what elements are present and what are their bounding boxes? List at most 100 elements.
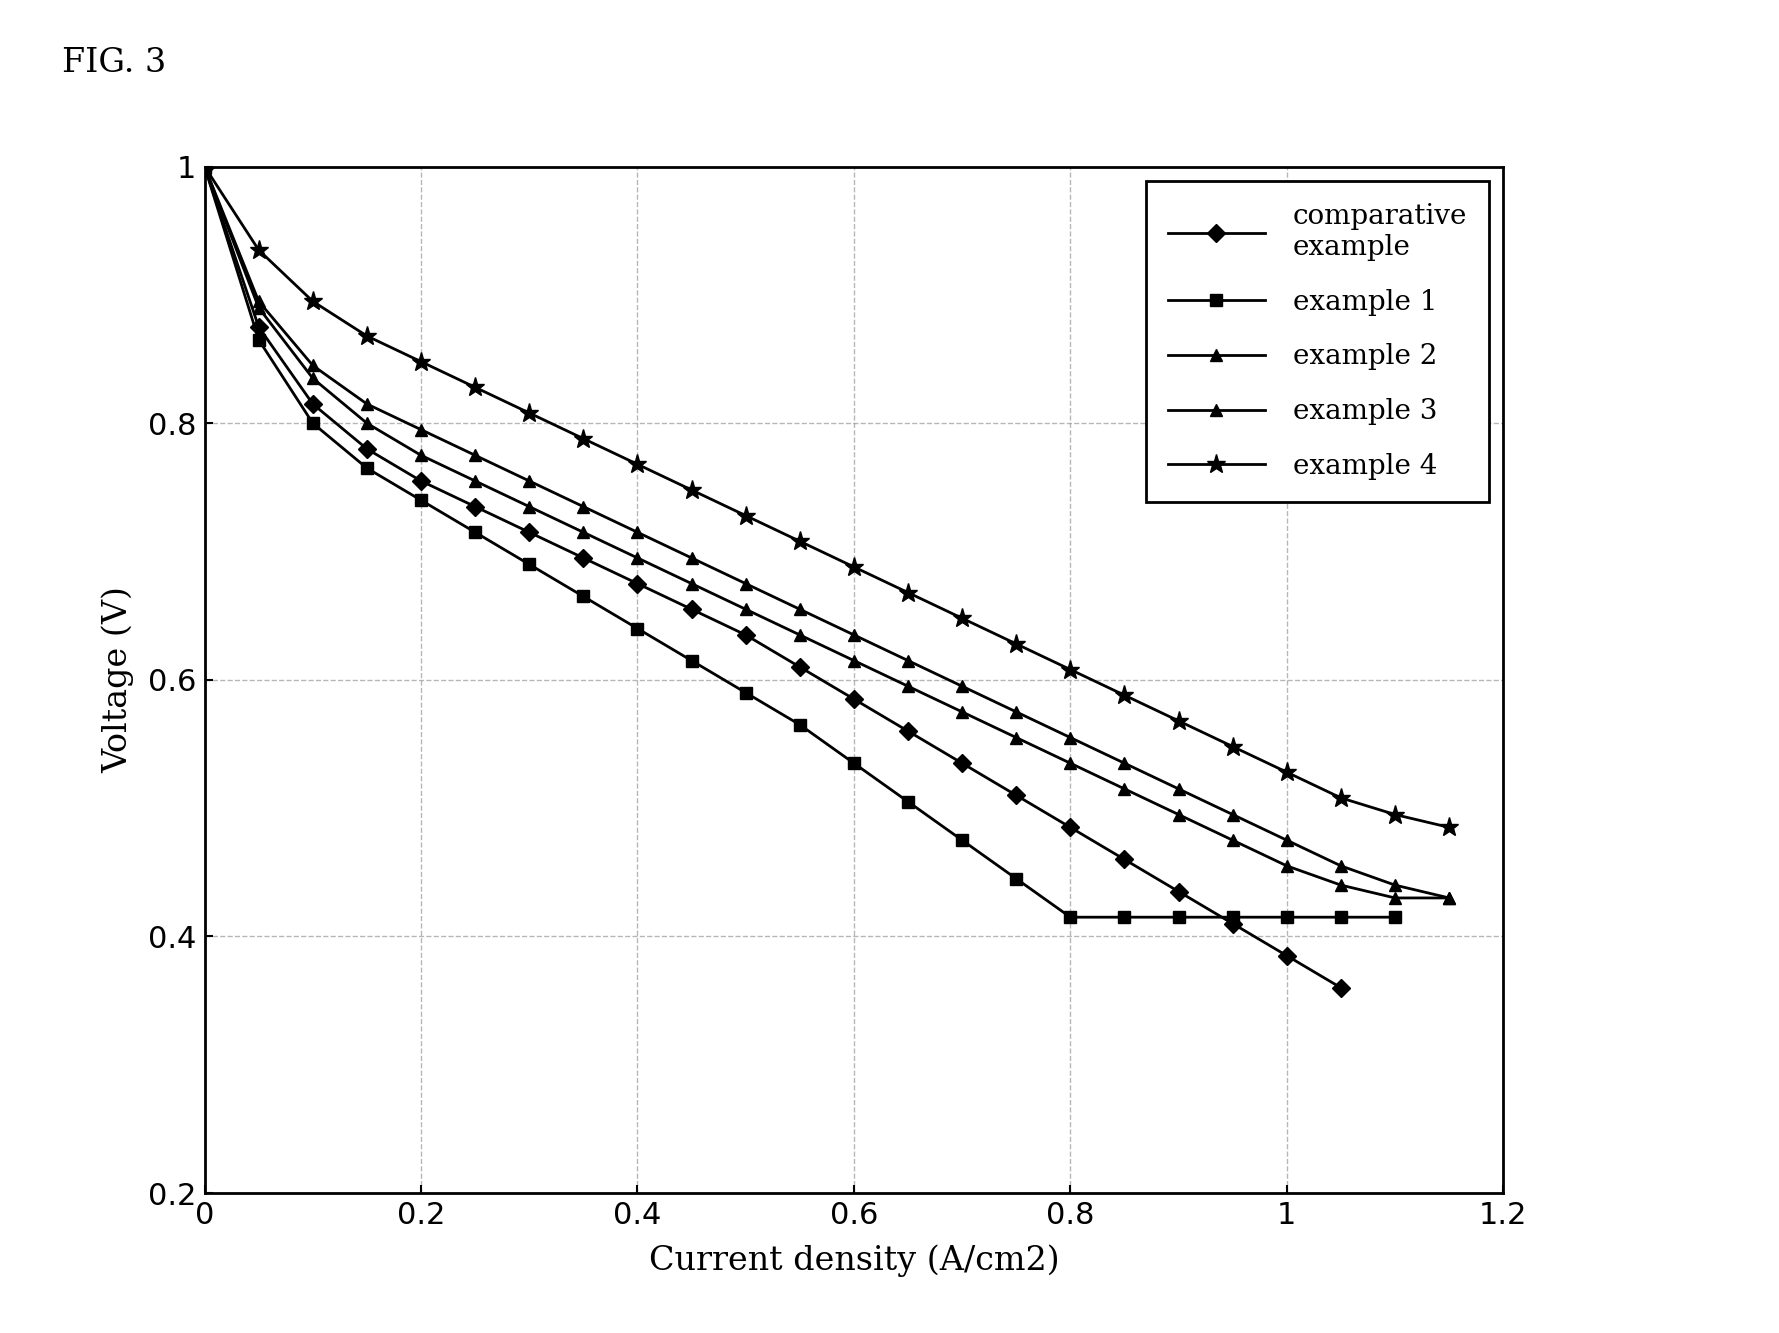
example 1	[573, 588, 594, 604]
comparative
example	[1114, 852, 1135, 868]
example 3	[790, 601, 811, 617]
comparative
example	[897, 722, 918, 738]
example 4	[1114, 688, 1135, 704]
example 2	[519, 499, 541, 515]
example 4	[356, 328, 377, 344]
comparative
example	[843, 690, 865, 706]
comparative
example	[1167, 884, 1188, 900]
example 2	[735, 601, 756, 617]
example 4	[1331, 790, 1352, 806]
example 2	[681, 576, 703, 592]
example 3	[1384, 877, 1405, 893]
example 1	[247, 332, 269, 348]
example 3	[194, 159, 215, 175]
comparative
example	[247, 319, 269, 335]
example 1	[681, 653, 703, 669]
example 1	[1167, 909, 1188, 925]
example 2	[790, 627, 811, 643]
example 3	[356, 396, 377, 412]
example 2	[573, 524, 594, 540]
example 1	[519, 556, 541, 572]
example 2	[1005, 729, 1026, 745]
example 3	[1005, 704, 1026, 720]
example 3	[735, 576, 756, 592]
example 2	[302, 371, 324, 387]
comparative
example	[681, 601, 703, 617]
example 3	[1439, 890, 1461, 906]
Line: example 2: example 2	[197, 160, 1455, 904]
example 4	[411, 353, 432, 369]
example 4	[952, 611, 973, 627]
example 4	[681, 483, 703, 499]
comparative
example	[1005, 788, 1026, 804]
example 4	[1060, 661, 1082, 677]
example 4	[1222, 738, 1244, 754]
example 1	[1222, 909, 1244, 925]
example 1	[1276, 909, 1297, 925]
example 1	[626, 621, 648, 637]
example 2	[411, 448, 432, 464]
example 2	[897, 678, 918, 694]
comparative
example	[1222, 916, 1244, 932]
example 1	[843, 756, 865, 772]
example 3	[1060, 729, 1082, 745]
example 2	[1331, 877, 1352, 893]
example 3	[247, 293, 269, 309]
example 3	[897, 653, 918, 669]
comparative
example	[790, 659, 811, 674]
example 2	[1114, 781, 1135, 797]
comparative
example	[194, 159, 215, 175]
example 2	[356, 416, 377, 432]
example 4	[843, 559, 865, 575]
comparative
example	[519, 524, 541, 540]
Line: comparative
example: comparative example	[197, 160, 1347, 994]
comparative
example	[626, 576, 648, 592]
comparative
example	[411, 473, 432, 489]
example 4	[1005, 636, 1026, 652]
example 1	[735, 685, 756, 701]
example 4	[1167, 713, 1188, 729]
example 4	[302, 293, 324, 309]
example 2	[464, 473, 486, 489]
Line: example 3: example 3	[197, 160, 1455, 904]
example 3	[1331, 858, 1352, 874]
example 1	[464, 524, 486, 540]
example 2	[1439, 890, 1461, 906]
example 1	[356, 460, 377, 476]
example 1	[194, 159, 215, 175]
example 3	[1222, 806, 1244, 822]
comparative
example	[302, 396, 324, 412]
example 3	[681, 551, 703, 567]
X-axis label: Current density (A/cm2): Current density (A/cm2)	[649, 1244, 1059, 1277]
Line: example 1: example 1	[197, 160, 1402, 924]
example 3	[411, 421, 432, 437]
comparative
example	[735, 627, 756, 643]
example 3	[952, 678, 973, 694]
example 4	[194, 159, 215, 175]
example 3	[1276, 832, 1297, 848]
example 4	[573, 431, 594, 447]
example 2	[247, 300, 269, 316]
example 4	[247, 243, 269, 259]
example 2	[1276, 858, 1297, 874]
example 3	[573, 499, 594, 515]
example 4	[735, 508, 756, 524]
example 2	[1384, 890, 1405, 906]
example 1	[411, 492, 432, 508]
comparative
example	[952, 756, 973, 772]
example 3	[1114, 756, 1135, 772]
example 1	[897, 793, 918, 809]
example 3	[302, 357, 324, 373]
Line: example 4: example 4	[196, 157, 1459, 837]
example 1	[790, 717, 811, 733]
example 3	[519, 473, 541, 489]
Legend: comparative
example, example 1, example 2, example 3, example 4: comparative example, example 1, example …	[1146, 180, 1489, 503]
example 4	[1276, 764, 1297, 780]
example 1	[1005, 870, 1026, 886]
example 1	[1384, 909, 1405, 925]
example 4	[1439, 820, 1461, 836]
Y-axis label: Voltage (V): Voltage (V)	[101, 587, 133, 773]
example 2	[1060, 756, 1082, 772]
example 2	[1167, 806, 1188, 822]
example 1	[302, 416, 324, 432]
